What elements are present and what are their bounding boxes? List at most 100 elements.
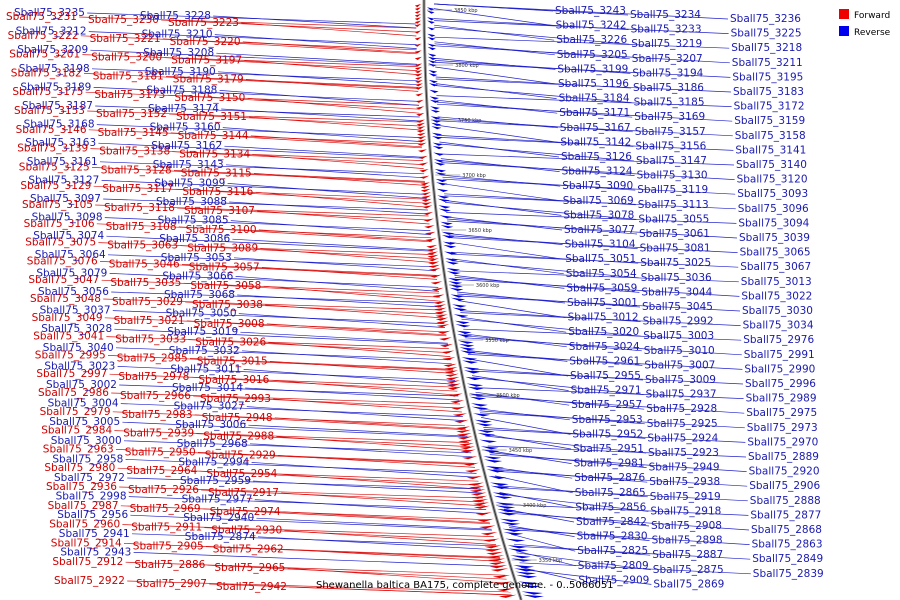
reverse-feature xyxy=(508,548,529,552)
forward-label-connector xyxy=(117,467,479,482)
forward-feature xyxy=(426,248,438,252)
reverse-feature xyxy=(475,423,493,427)
reverse-label-left: Sball75_3032 xyxy=(169,345,240,357)
forward-label: Sball75_2917 xyxy=(208,487,279,499)
reverse-label-right: Sball75_2970 xyxy=(747,436,818,448)
reverse-label-right: Sball75_2849 xyxy=(752,553,823,565)
forward-label: Sball75_3115 xyxy=(181,167,252,179)
reverse-label-left-connector xyxy=(241,350,452,365)
reverse-label-right: Sball75_3207 xyxy=(632,53,703,65)
reverse-label-left-connector xyxy=(107,254,436,268)
reverse-label-left: Sball75_2968 xyxy=(177,438,248,450)
reverse-label-left-connector xyxy=(101,180,427,195)
forward-label-connector xyxy=(122,524,494,537)
reverse-label-right: Sball75_3183 xyxy=(733,86,804,98)
forward-label-connector xyxy=(104,317,446,333)
forward-feature xyxy=(420,188,431,193)
reverse-label-left: Sball75_3053 xyxy=(161,252,232,264)
reverse-label-left: Sball75_3011 xyxy=(170,363,241,375)
reverse-label-right: Sball75_2908 xyxy=(651,520,722,532)
reverse-feature xyxy=(428,73,438,77)
forward-label-connector xyxy=(111,392,461,405)
reverse-label-right-connector xyxy=(439,137,734,151)
reverse-label-right: Sball75_3022 xyxy=(741,290,812,302)
reverse-label-right: Sball75_2976 xyxy=(743,334,814,346)
reverse-label-left-connector xyxy=(114,328,449,345)
reverse-label-right: Sball75_2868 xyxy=(751,524,822,536)
forward-feature xyxy=(466,475,483,480)
reverse-label-right: Sball75_3167 xyxy=(560,122,631,134)
reverse-label-right-connector xyxy=(502,504,749,516)
forward-label: Sball75_3046 xyxy=(109,258,180,270)
reverse-feature xyxy=(516,574,538,579)
forward-label-connector xyxy=(178,226,432,243)
reverse-connector-lines xyxy=(87,3,751,585)
forward-label: Sball75_3175 xyxy=(12,86,83,98)
forward-label-connector xyxy=(277,455,476,468)
forward-feature xyxy=(452,413,468,417)
forward-label: Sball75_3151 xyxy=(176,111,247,123)
forward-label: Sball75_2939 xyxy=(123,428,194,440)
forward-label-connector xyxy=(169,113,421,127)
forward-feature xyxy=(426,244,438,249)
tick-label: 3550 kbp xyxy=(485,338,509,344)
forward-feature xyxy=(415,79,423,84)
forward-feature xyxy=(414,13,422,18)
reverse-label-left: Sball75_3023 xyxy=(44,360,115,372)
forward-label: Sball75_3139 xyxy=(17,143,88,155)
reverse-label-right: Sball75_3044 xyxy=(641,286,712,298)
forward-label-connector xyxy=(106,336,449,349)
reverse-label-right-connector xyxy=(435,85,632,103)
reverse-label-left-connector xyxy=(125,459,477,474)
reverse-feature xyxy=(445,258,459,262)
forward-feature xyxy=(422,211,434,216)
forward-label-connector xyxy=(287,567,508,584)
reverse-label-right: Sball75_3158 xyxy=(735,130,806,142)
reverse-label-right-connector xyxy=(489,454,747,472)
forward-label: Sball75_2966 xyxy=(120,390,191,402)
reverse-feature xyxy=(447,277,462,282)
forward-label-connector xyxy=(273,398,462,413)
forward-label-connector xyxy=(173,170,425,182)
tick-label: 3350 kbp xyxy=(539,558,563,564)
reverse-label-right: Sball75_3234 xyxy=(630,9,701,21)
forward-label-connector xyxy=(282,511,490,524)
reverse-label-right-connector xyxy=(487,445,747,458)
reverse-label-left: Sball75_2940 xyxy=(183,512,254,524)
reverse-label-right: Sball75_3159 xyxy=(734,115,805,127)
reverse-label-right-connector xyxy=(435,62,731,78)
forward-label-connector xyxy=(162,38,417,55)
tick-label: 3650 kbp xyxy=(468,228,492,234)
reverse-label-right-connector xyxy=(499,494,649,512)
forward-feature xyxy=(489,565,508,569)
forward-label-connector xyxy=(284,530,497,545)
reverse-feature xyxy=(519,584,541,588)
reverse-label-right: Sball75_3055 xyxy=(638,213,709,225)
forward-label-connector xyxy=(96,223,432,239)
reverse-label-right-connector xyxy=(439,143,635,162)
reverse-label-right-connector xyxy=(437,118,633,133)
forward-label-connector xyxy=(250,135,422,148)
reverse-feature xyxy=(433,159,445,163)
forward-feature xyxy=(498,594,517,598)
forward-feature xyxy=(444,370,458,374)
reverse-feature xyxy=(443,244,457,249)
forward-feature xyxy=(485,548,503,552)
forward-label: Sball75_2993 xyxy=(200,393,271,405)
reverse-label-right: Sball75_3013 xyxy=(741,276,812,288)
forward-feature xyxy=(435,314,448,318)
reverse-label-right-connector xyxy=(441,162,735,180)
forward-label: Sball75_2960 xyxy=(49,519,120,531)
reverse-label-left: Sball75_3235 xyxy=(14,7,85,19)
forward-label-connector xyxy=(80,35,417,51)
reverse-label-right-connector xyxy=(472,377,644,395)
reverse-feature xyxy=(428,83,439,87)
forward-feature xyxy=(424,225,435,229)
reverse-feature xyxy=(492,492,512,496)
reverse-label-left-connector xyxy=(238,313,446,328)
forward-label: Sball75_3230 xyxy=(88,14,159,26)
forward-feature xyxy=(415,83,423,87)
reverse-label-left: Sball75_2959 xyxy=(180,475,251,487)
reverse-label-left: Sball75_3005 xyxy=(49,416,120,428)
forward-feature xyxy=(429,274,442,278)
